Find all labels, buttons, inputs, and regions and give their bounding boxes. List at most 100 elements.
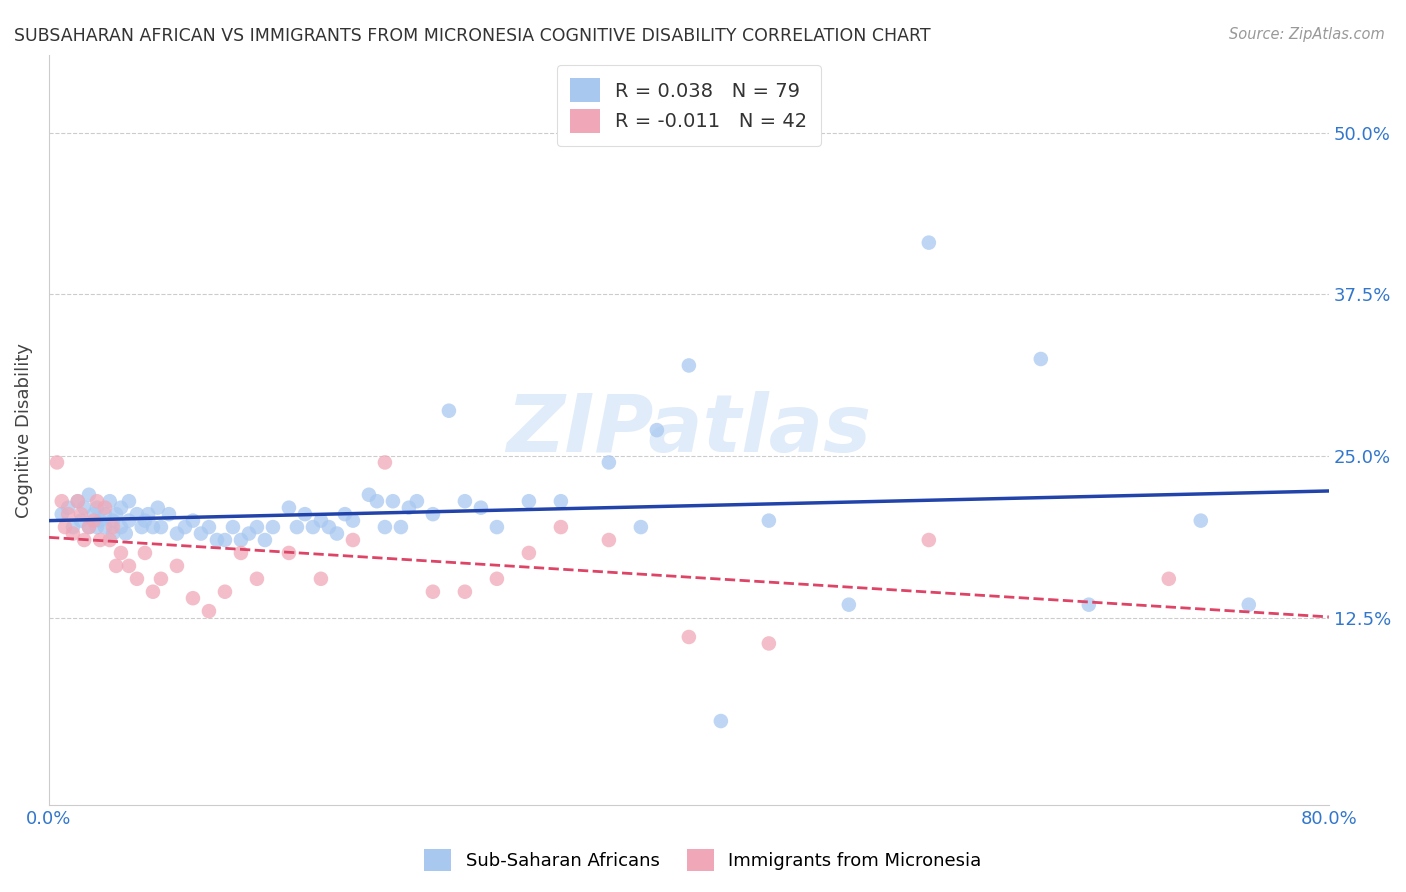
Point bbox=[86, 494, 108, 508]
Point bbox=[333, 507, 356, 521]
Point bbox=[198, 604, 221, 618]
Legend: R = 0.038   N = 79, R = -0.011   N = 42: R = 0.038 N = 79, R = -0.011 N = 42 bbox=[557, 65, 821, 146]
Point bbox=[678, 630, 700, 644]
Point bbox=[51, 507, 73, 521]
Point bbox=[309, 572, 332, 586]
Point bbox=[838, 598, 860, 612]
Point bbox=[142, 584, 165, 599]
Point bbox=[105, 507, 128, 521]
Point bbox=[918, 533, 941, 547]
Point bbox=[294, 507, 316, 521]
Point bbox=[166, 526, 188, 541]
Point bbox=[166, 558, 188, 573]
Point bbox=[190, 526, 212, 541]
Point bbox=[342, 533, 364, 547]
Text: SUBSAHARAN AFRICAN VS IMMIGRANTS FROM MICRONESIA COGNITIVE DISABILITY CORRELATIO: SUBSAHARAN AFRICAN VS IMMIGRANTS FROM MI… bbox=[14, 27, 931, 45]
Point bbox=[366, 494, 388, 508]
Point bbox=[678, 359, 700, 373]
Point bbox=[1237, 598, 1260, 612]
Point bbox=[56, 507, 79, 521]
Point bbox=[598, 533, 620, 547]
Legend: Sub-Saharan Africans, Immigrants from Micronesia: Sub-Saharan Africans, Immigrants from Mi… bbox=[418, 842, 988, 879]
Point bbox=[94, 507, 117, 521]
Point bbox=[77, 488, 100, 502]
Point bbox=[302, 520, 325, 534]
Point bbox=[550, 494, 572, 508]
Point bbox=[318, 520, 340, 534]
Point bbox=[437, 403, 460, 417]
Point bbox=[101, 526, 124, 541]
Point bbox=[110, 520, 132, 534]
Point bbox=[146, 500, 169, 515]
Point bbox=[110, 500, 132, 515]
Point bbox=[118, 558, 141, 573]
Point bbox=[98, 533, 121, 547]
Point bbox=[454, 494, 477, 508]
Point bbox=[134, 514, 156, 528]
Point bbox=[62, 520, 84, 534]
Point bbox=[374, 455, 396, 469]
Point bbox=[454, 584, 477, 599]
Point bbox=[86, 500, 108, 515]
Y-axis label: Cognitive Disability: Cognitive Disability bbox=[15, 343, 32, 517]
Point bbox=[181, 514, 204, 528]
Point bbox=[86, 520, 108, 534]
Point bbox=[110, 546, 132, 560]
Point bbox=[174, 520, 197, 534]
Point bbox=[77, 520, 100, 534]
Point bbox=[98, 494, 121, 508]
Point bbox=[83, 514, 105, 528]
Point bbox=[181, 591, 204, 606]
Point bbox=[517, 494, 540, 508]
Point bbox=[758, 514, 780, 528]
Point bbox=[136, 507, 159, 521]
Point bbox=[62, 526, 84, 541]
Point bbox=[485, 572, 508, 586]
Point bbox=[550, 520, 572, 534]
Point bbox=[1157, 572, 1180, 586]
Point bbox=[73, 533, 96, 547]
Point bbox=[214, 533, 236, 547]
Point bbox=[246, 520, 269, 534]
Point bbox=[56, 500, 79, 515]
Text: ZIPatlas: ZIPatlas bbox=[506, 391, 872, 469]
Point bbox=[285, 520, 308, 534]
Point bbox=[1189, 514, 1212, 528]
Point bbox=[381, 494, 404, 508]
Point bbox=[70, 507, 93, 521]
Point bbox=[83, 507, 105, 521]
Point bbox=[198, 520, 221, 534]
Point bbox=[342, 514, 364, 528]
Point bbox=[94, 500, 117, 515]
Point bbox=[246, 572, 269, 586]
Point bbox=[485, 520, 508, 534]
Point bbox=[149, 572, 172, 586]
Point bbox=[134, 546, 156, 560]
Point bbox=[517, 546, 540, 560]
Point bbox=[149, 520, 172, 534]
Point bbox=[142, 520, 165, 534]
Point bbox=[46, 455, 69, 469]
Point bbox=[73, 500, 96, 515]
Point bbox=[66, 494, 89, 508]
Point bbox=[89, 514, 111, 528]
Point bbox=[389, 520, 412, 534]
Point bbox=[918, 235, 941, 250]
Point bbox=[114, 526, 136, 541]
Point bbox=[309, 514, 332, 528]
Point bbox=[710, 714, 733, 728]
Text: Source: ZipAtlas.com: Source: ZipAtlas.com bbox=[1229, 27, 1385, 42]
Point bbox=[118, 494, 141, 508]
Point bbox=[278, 546, 301, 560]
Point bbox=[101, 514, 124, 528]
Point bbox=[645, 423, 668, 437]
Point bbox=[101, 520, 124, 534]
Point bbox=[205, 533, 228, 547]
Point bbox=[94, 520, 117, 534]
Point bbox=[118, 514, 141, 528]
Point bbox=[214, 584, 236, 599]
Point bbox=[77, 520, 100, 534]
Point bbox=[66, 494, 89, 508]
Point bbox=[229, 546, 252, 560]
Point bbox=[406, 494, 429, 508]
